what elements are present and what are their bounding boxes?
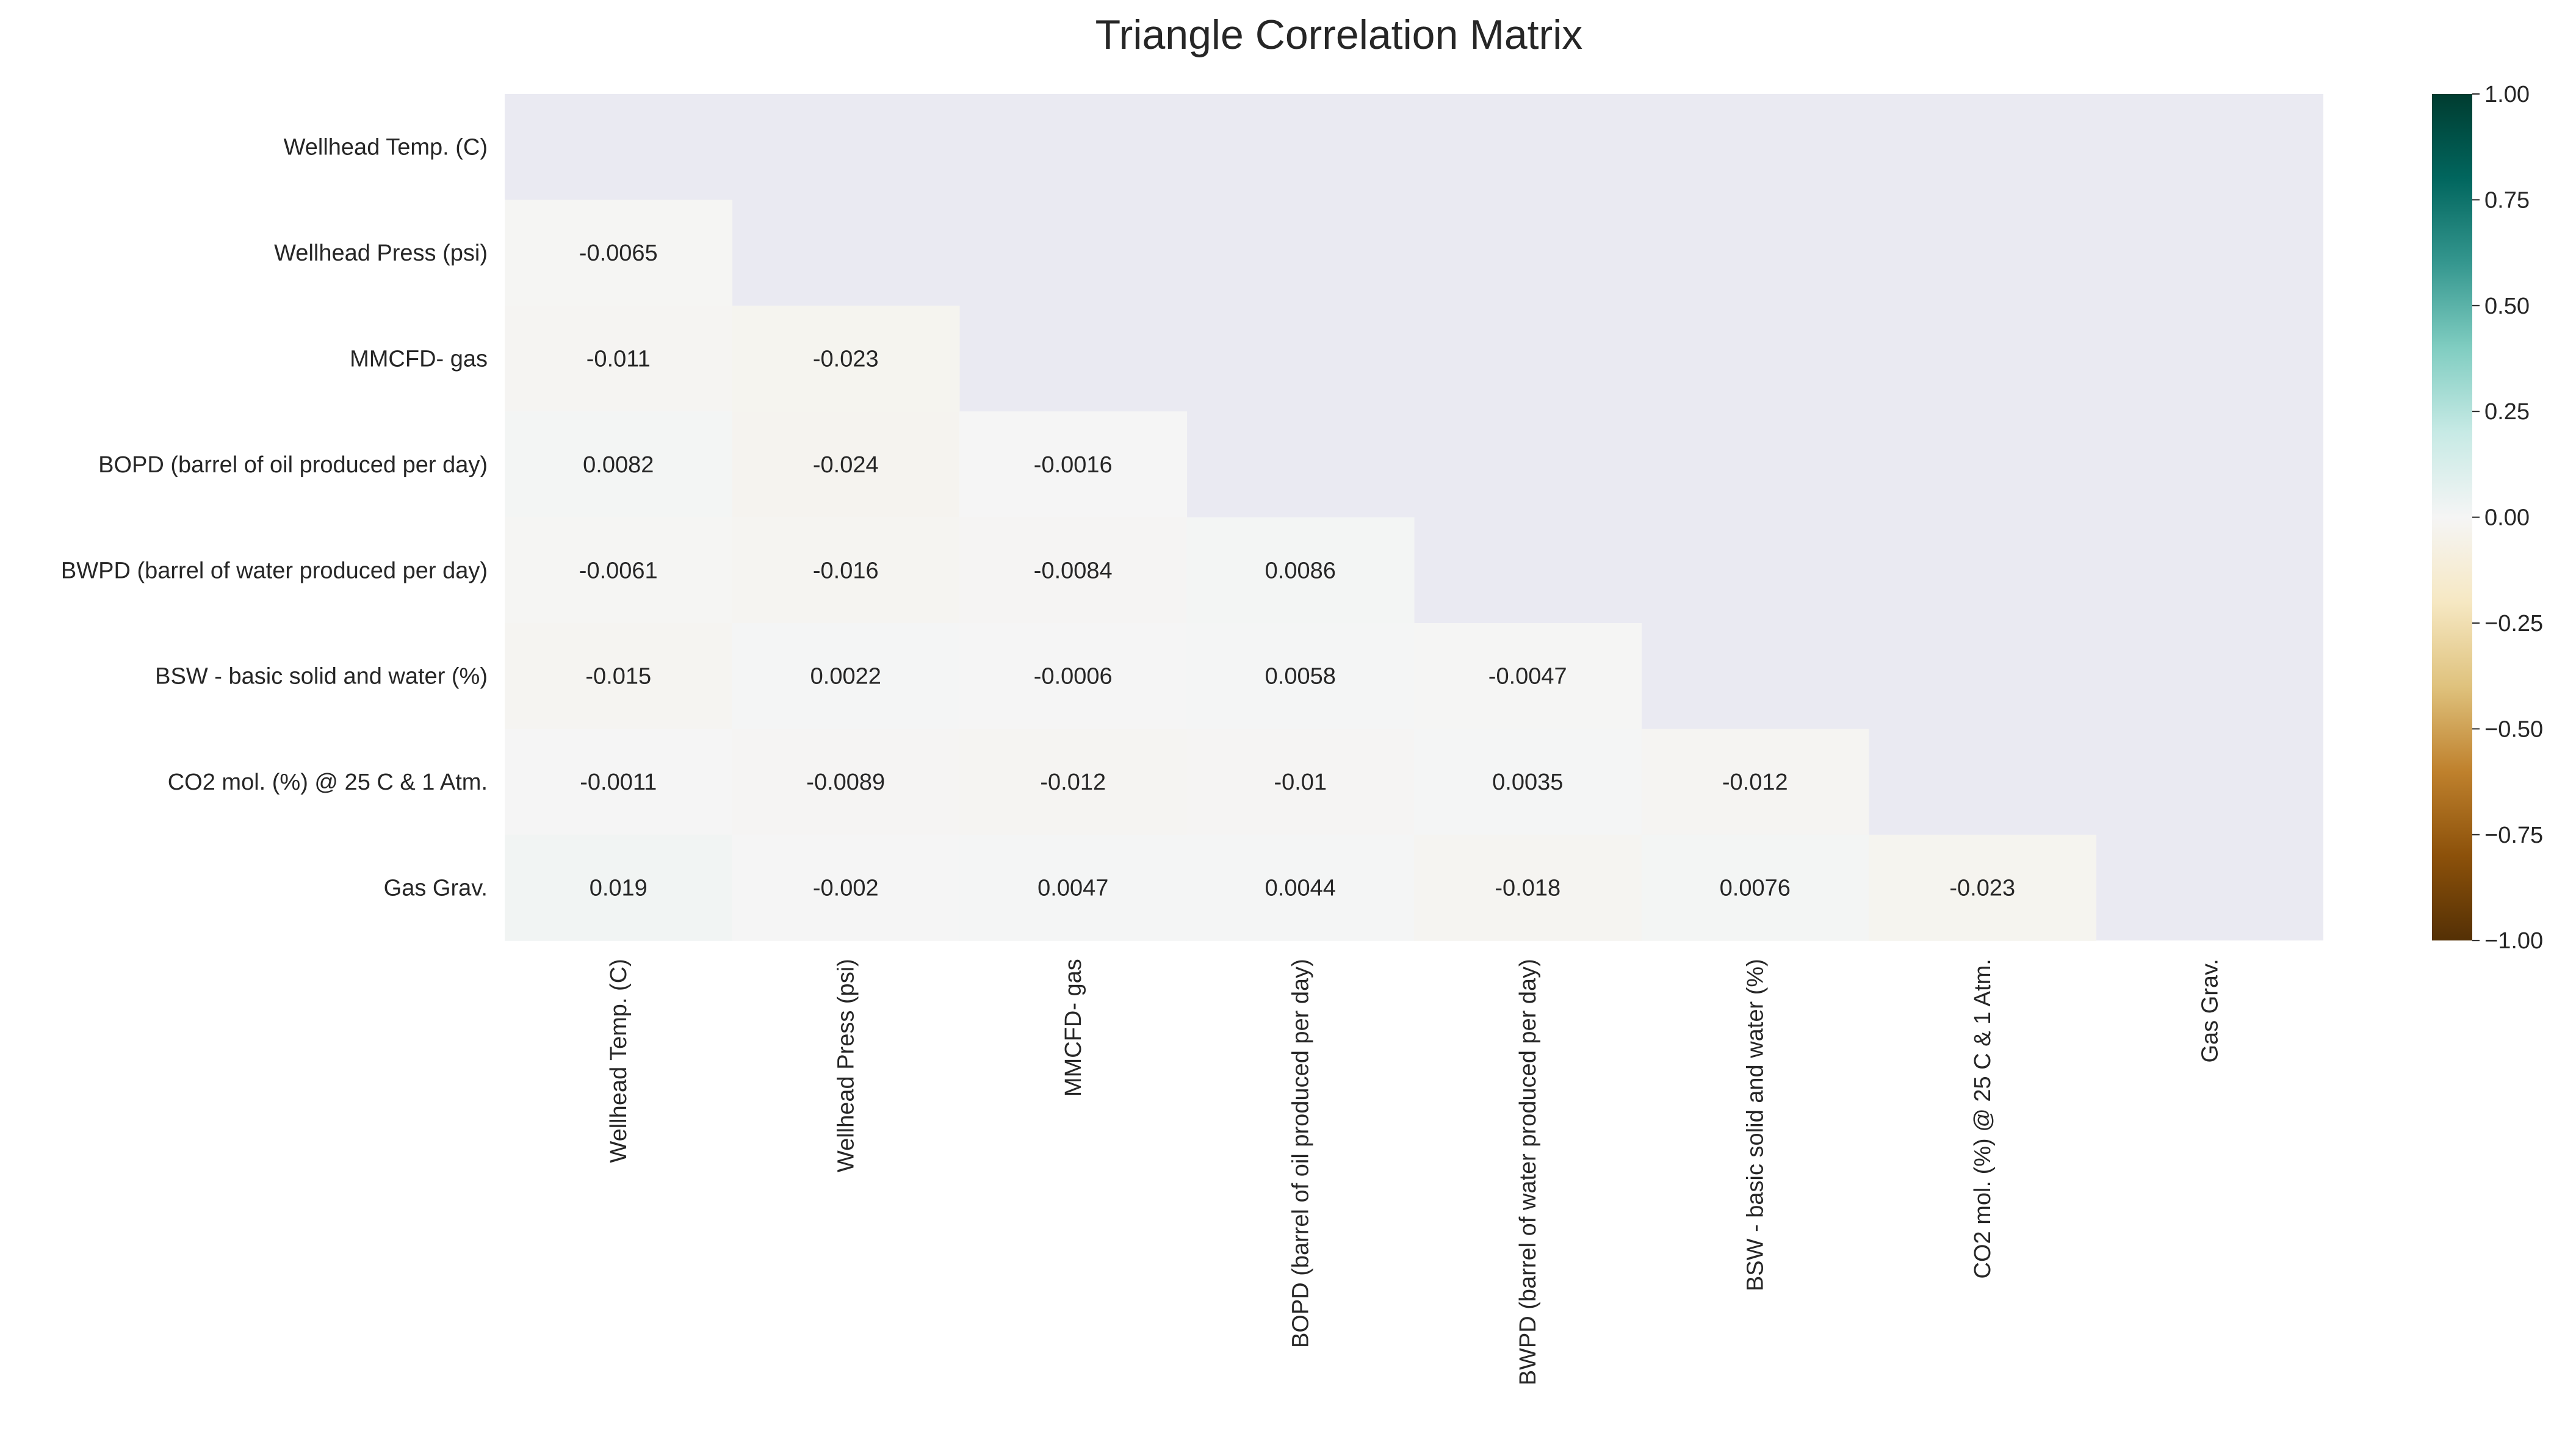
heatmap-cell-r7-c4 [1414, 834, 1642, 941]
cell-value-label: -0.0016 [1034, 452, 1113, 478]
heatmap-cell-r4-c3 [1186, 517, 1415, 624]
y-tick-label-co2-mol-25-c-1-atm: CO2 mol. (%) @ 25 C & 1 Atm. [168, 770, 488, 795]
cell-value-label: 0.019 [590, 876, 648, 901]
cell-value-label: 0.0044 [1265, 876, 1336, 901]
cell-value-label: 0.0022 [810, 664, 881, 690]
plot-area: -0.0065 -0.011 -0.023 0.0082 -0.024 -0.0016 -0… [505, 94, 2323, 941]
y-tick-label-bopd-barrel-of-oil-produced-per-day: BOPD (barrel of oil produced per day) [98, 452, 488, 478]
cell-value-label: -0.012 [1040, 770, 1106, 795]
x-tick-label-bopd-barrel-of-oil-produced-per-day: BOPD (barrel of oil produced per day) [1288, 959, 1314, 1348]
cell-value-label: 0.0082 [583, 452, 654, 478]
x-tick-label-co2-mol-25-c-1-atm: CO2 mol. (%) @ 25 C & 1 Atm. [1970, 959, 1996, 1278]
cell-value-label: 0.0058 [1265, 664, 1336, 690]
cell-value-label: -0.0089 [806, 770, 885, 795]
heatmap-cell-r6-c2 [959, 729, 1188, 835]
heatmap-cell-r7-c1 [732, 834, 960, 941]
cell-value-label: -0.023 [1949, 876, 2015, 901]
cell-value-label: 0.0035 [1492, 770, 1563, 795]
colorbar: 1.00 0.75 0.50 0.25 0.00 −0.25 −0.50 −0.75 −1.00 [2432, 82, 2543, 954]
heatmap-cell-r6-c1 [732, 729, 960, 835]
heatmap-cell-r5-c3 [1186, 623, 1415, 729]
cell-value-label: -0.011 [586, 347, 651, 372]
cell-value-label: -0.0061 [579, 558, 658, 583]
heatmap-cell-r7-c3 [1186, 834, 1415, 941]
y-axis-labels: Wellhead Temp. (C) Wellhead Press (psi) MM… [61, 135, 488, 901]
x-tick-label-mmcfd-gas: MMCFD- gas [1061, 959, 1086, 1097]
heatmap-cell-r4-c2 [959, 517, 1188, 624]
heatmap-cell-r3-c2 [959, 411, 1188, 518]
cell-value-label: -0.018 [1495, 876, 1560, 901]
colorbar-tick-label: −0.50 [2484, 716, 2543, 742]
heatmap-cell-r7-c5 [1641, 834, 1869, 941]
cell-value-label: -0.01 [1274, 770, 1327, 795]
heatmap-cell-r5-c2 [959, 623, 1188, 729]
heatmap-cell-r7-c2 [959, 834, 1188, 941]
y-tick-label-bsw-basic-solid-and-water: BSW - basic solid and water (%) [155, 664, 488, 690]
cell-value-label: -0.023 [813, 347, 879, 372]
cell-value-label: -0.0006 [1034, 664, 1113, 690]
heatmap-cell-r1-c0 [505, 200, 733, 306]
cell-value-label: 0.0047 [1037, 876, 1108, 901]
y-tick-label-gas-grav: Gas Grav. [384, 876, 488, 901]
cell-value-label: -0.016 [813, 558, 879, 583]
cell-value-label: -0.015 [585, 664, 651, 690]
heatmap-cell-r6-c0 [505, 729, 733, 835]
cell-value-label: -0.0065 [579, 240, 658, 266]
colorbar-tick-label: −1.00 [2484, 928, 2543, 954]
heatmap-cell-r5-c1 [732, 623, 960, 729]
colorbar-tick-label: 0.50 [2484, 294, 2530, 319]
colorbar-tick-label: 1.00 [2484, 82, 2530, 107]
colorbar-tick-label: 0.75 [2484, 187, 2530, 213]
heatmap-cell-r4-c1 [732, 517, 960, 624]
cell-value-label: -0.002 [813, 876, 879, 901]
y-tick-label-wellhead-press-psi: Wellhead Press (psi) [274, 240, 488, 266]
colorbar-tick-label: −0.25 [2484, 611, 2543, 636]
x-tick-label-wellhead-press-psi: Wellhead Press (psi) [834, 959, 859, 1172]
colorbar-tick-label: −0.75 [2484, 823, 2543, 848]
colorbar-gradient [2432, 94, 2472, 941]
x-axis-labels: Wellhead Temp. (C) Wellhead Press (psi) MM… [606, 959, 2223, 1385]
heatmap-cell-r4-c0 [505, 517, 733, 624]
chart-title: Triangle Correlation Matrix [1095, 12, 1583, 58]
cell-value-label: -0.0011 [580, 770, 657, 795]
x-tick-label-bwpd-barrel-of-water-produced-per-day: BWPD (barrel of water produced per day) [1515, 959, 1541, 1385]
cell-value-label: -0.0047 [1488, 664, 1567, 690]
cell-value-label: -0.012 [1722, 770, 1788, 795]
x-tick-label-gas-grav: Gas Grav. [2198, 959, 2223, 1062]
heatmap-cell-r6-c5 [1641, 729, 1869, 835]
cell-value-label: -0.0084 [1034, 558, 1113, 583]
heatmap-cell-r7-c0 [505, 834, 733, 941]
heatmap-cell-r5-c0 [505, 623, 733, 729]
heatmap-cell-r2-c0 [505, 305, 733, 412]
cell-value-label: 0.0086 [1265, 558, 1336, 583]
heatmap-cell-r7-c6 [1869, 834, 2097, 941]
heatmap-cell-r3-c0 [505, 411, 733, 518]
heatmap-cell-r6-c3 [1186, 729, 1415, 835]
y-tick-label-mmcfd-gas: MMCFD- gas [350, 347, 488, 372]
cell-value-label: -0.024 [813, 452, 879, 478]
colorbar-tick-label: 0.00 [2484, 505, 2530, 531]
y-tick-label-bwpd-barrel-of-water-produced-per-day: BWPD (barrel of water produced per day) [61, 558, 488, 583]
cell-value-label: 0.0076 [1720, 876, 1791, 901]
colorbar-tick-label: 0.25 [2484, 399, 2530, 425]
heatmap-cell-r5-c4 [1414, 623, 1642, 729]
heatmap-cell-r6-c4 [1414, 729, 1642, 835]
heatmap-cell-r2-c1 [732, 305, 960, 412]
heatmap-cell-r3-c1 [732, 411, 960, 518]
x-tick-label-wellhead-temp-c: Wellhead Temp. (C) [606, 959, 632, 1163]
x-tick-label-bsw-basic-solid-and-water: BSW - basic solid and water (%) [1743, 959, 1769, 1291]
y-tick-label-wellhead-temp-c: Wellhead Temp. (C) [284, 135, 488, 160]
